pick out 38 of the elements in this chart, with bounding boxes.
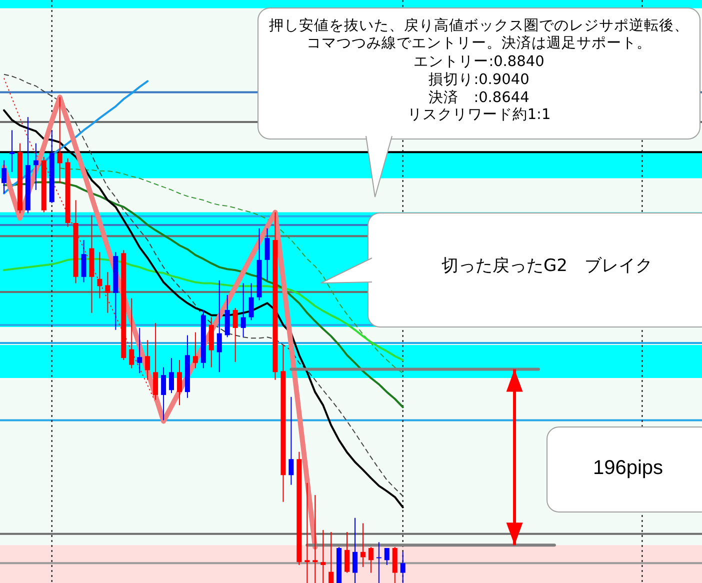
candlestick [192, 332, 198, 369]
candlestick [264, 228, 270, 281]
candlestick [360, 522, 366, 568]
candlestick [153, 322, 158, 400]
candlestick [240, 282, 246, 338]
annotation: 決済 :0.8644 [428, 89, 530, 106]
candlestick [288, 396, 294, 486]
candlestick [81, 240, 86, 283]
candlestick [176, 360, 182, 406]
candlestick [216, 280, 222, 373]
candlestick [304, 482, 310, 583]
candlestick [97, 252, 102, 299]
candlestick [352, 517, 358, 583]
annotation: 切った戻ったG2 ブレイク [442, 256, 652, 276]
candlestick [1, 160, 6, 194]
candlestick [248, 282, 254, 321]
candlestick [169, 358, 174, 394]
text: エントリー:0.8840 [414, 54, 544, 70]
candlestick [129, 298, 134, 369]
annotation: 196pips [592, 457, 664, 479]
candlestick [384, 548, 390, 566]
candlestick [320, 530, 326, 583]
candlestick [312, 494, 318, 583]
text: 損切り:0.9040 [428, 71, 530, 88]
candlestick [137, 327, 142, 374]
candlestick [400, 551, 406, 583]
candlestick [232, 308, 238, 362]
candlestick [9, 130, 14, 172]
candlestick [145, 340, 150, 380]
candlestick [105, 272, 110, 314]
candlestick [161, 366, 166, 421]
candlestick [328, 531, 334, 583]
candlestick [57, 96, 62, 184]
candlestick [368, 546, 374, 574]
candlestick [344, 531, 350, 574]
annotation: リスクリワード約1:1 [407, 107, 551, 123]
text: 押し安値を抜いた、戻り高値ボックス圏でのレジサポ逆転後、コマつつみ線でエントリー。決済は週足サポート。 [269, 17, 689, 52]
candlestick [33, 142, 38, 190]
